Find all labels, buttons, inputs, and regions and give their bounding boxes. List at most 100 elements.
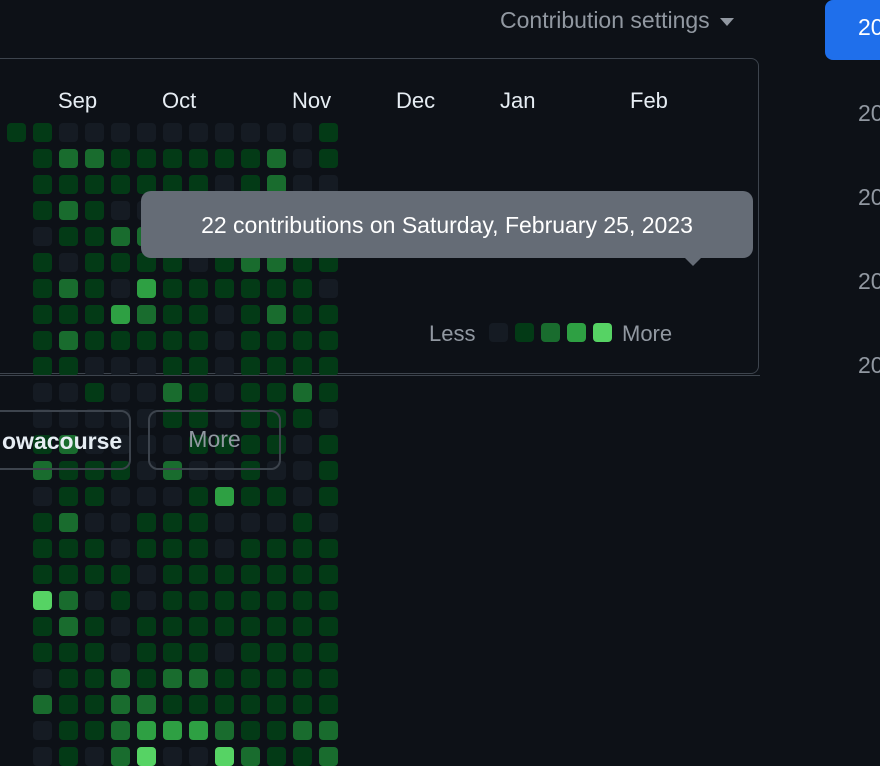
contribution-day[interactable] [137, 331, 156, 350]
contribution-day[interactable] [241, 513, 260, 532]
contribution-day[interactable] [267, 305, 286, 324]
contribution-day[interactable] [85, 331, 104, 350]
contribution-day[interactable] [319, 149, 338, 168]
contribution-day[interactable] [137, 539, 156, 558]
contribution-day[interactable] [215, 175, 234, 194]
contribution-day[interactable] [189, 383, 208, 402]
contribution-day[interactable] [137, 279, 156, 298]
contribution-day[interactable] [163, 435, 182, 454]
contribution-day[interactable] [85, 357, 104, 376]
contribution-day[interactable] [241, 305, 260, 324]
contribution-day[interactable] [293, 175, 312, 194]
contribution-day[interactable] [293, 305, 312, 324]
contribution-day[interactable] [33, 435, 52, 454]
contribution-day[interactable] [189, 357, 208, 376]
contribution-day[interactable] [241, 123, 260, 142]
contribution-day[interactable] [85, 747, 104, 766]
contribution-settings-dropdown[interactable]: Contribution settings [500, 6, 734, 34]
contribution-day[interactable] [267, 617, 286, 636]
contribution-day[interactable] [59, 227, 78, 246]
year-item[interactable]: 20 [858, 100, 880, 126]
contribution-day[interactable] [85, 201, 104, 220]
contribution-day[interactable] [163, 305, 182, 324]
contribution-day[interactable] [33, 279, 52, 298]
contribution-day[interactable] [7, 123, 26, 142]
contribution-day[interactable] [319, 305, 338, 324]
contribution-day[interactable] [163, 357, 182, 376]
contribution-day[interactable] [319, 747, 338, 766]
contribution-day[interactable] [241, 643, 260, 662]
contribution-day[interactable] [319, 461, 338, 480]
contribution-day[interactable] [293, 695, 312, 714]
contribution-day[interactable] [163, 513, 182, 532]
contribution-day[interactable] [189, 409, 208, 428]
contribution-day[interactable] [319, 539, 338, 558]
contribution-day[interactable] [33, 175, 52, 194]
contribution-day[interactable] [241, 149, 260, 168]
contribution-day[interactable] [33, 617, 52, 636]
contribution-day[interactable] [319, 409, 338, 428]
contribution-day[interactable] [137, 565, 156, 584]
contribution-day[interactable] [85, 253, 104, 272]
contribution-day[interactable] [319, 435, 338, 454]
contribution-day[interactable] [267, 721, 286, 740]
contribution-day[interactable] [319, 175, 338, 194]
contribution-day[interactable] [293, 331, 312, 350]
contribution-day[interactable] [293, 591, 312, 610]
contribution-day[interactable] [189, 617, 208, 636]
contribution-day[interactable] [267, 669, 286, 688]
contribution-day[interactable] [241, 435, 260, 454]
contribution-day[interactable] [163, 279, 182, 298]
contribution-day[interactable] [111, 123, 130, 142]
contribution-day[interactable] [85, 513, 104, 532]
contribution-day[interactable] [163, 487, 182, 506]
contribution-day[interactable] [59, 591, 78, 610]
contribution-day[interactable] [85, 149, 104, 168]
contribution-day[interactable] [163, 539, 182, 558]
contribution-day[interactable] [85, 643, 104, 662]
contribution-day[interactable] [85, 721, 104, 740]
contribution-day[interactable] [59, 435, 78, 454]
contribution-day[interactable] [85, 305, 104, 324]
contribution-day[interactable] [137, 175, 156, 194]
contribution-day[interactable] [59, 565, 78, 584]
contribution-day[interactable] [241, 357, 260, 376]
contribution-day[interactable] [111, 279, 130, 298]
contribution-day[interactable] [319, 487, 338, 506]
contribution-day[interactable] [59, 149, 78, 168]
contribution-day[interactable] [267, 435, 286, 454]
contribution-day[interactable] [215, 487, 234, 506]
contribution-day[interactable] [33, 201, 52, 220]
contribution-day[interactable] [111, 669, 130, 688]
contribution-day[interactable] [189, 643, 208, 662]
contribution-day[interactable] [59, 357, 78, 376]
contribution-day[interactable] [137, 383, 156, 402]
contribution-day[interactable] [319, 513, 338, 532]
contribution-day[interactable] [33, 383, 52, 402]
contribution-day[interactable] [111, 695, 130, 714]
contribution-day[interactable] [189, 175, 208, 194]
contribution-day[interactable] [293, 617, 312, 636]
contribution-day[interactable] [137, 513, 156, 532]
contribution-day[interactable] [111, 201, 130, 220]
contribution-day[interactable] [267, 123, 286, 142]
contribution-day[interactable] [85, 279, 104, 298]
contribution-day[interactable] [85, 539, 104, 558]
contribution-day[interactable] [215, 539, 234, 558]
contribution-day[interactable] [241, 487, 260, 506]
year-item[interactable]: 20 [858, 184, 880, 210]
contribution-day[interactable] [111, 721, 130, 740]
contribution-day[interactable] [319, 643, 338, 662]
contribution-day[interactable] [293, 669, 312, 688]
contribution-day[interactable] [111, 513, 130, 532]
contribution-day[interactable] [293, 279, 312, 298]
contribution-day[interactable] [163, 123, 182, 142]
contribution-day[interactable] [85, 695, 104, 714]
contribution-day[interactable] [267, 175, 286, 194]
contribution-day[interactable] [137, 643, 156, 662]
contribution-day[interactable] [267, 331, 286, 350]
contribution-day[interactable] [137, 357, 156, 376]
contribution-day[interactable] [111, 175, 130, 194]
contribution-day[interactable] [293, 461, 312, 480]
contribution-day[interactable] [33, 331, 52, 350]
